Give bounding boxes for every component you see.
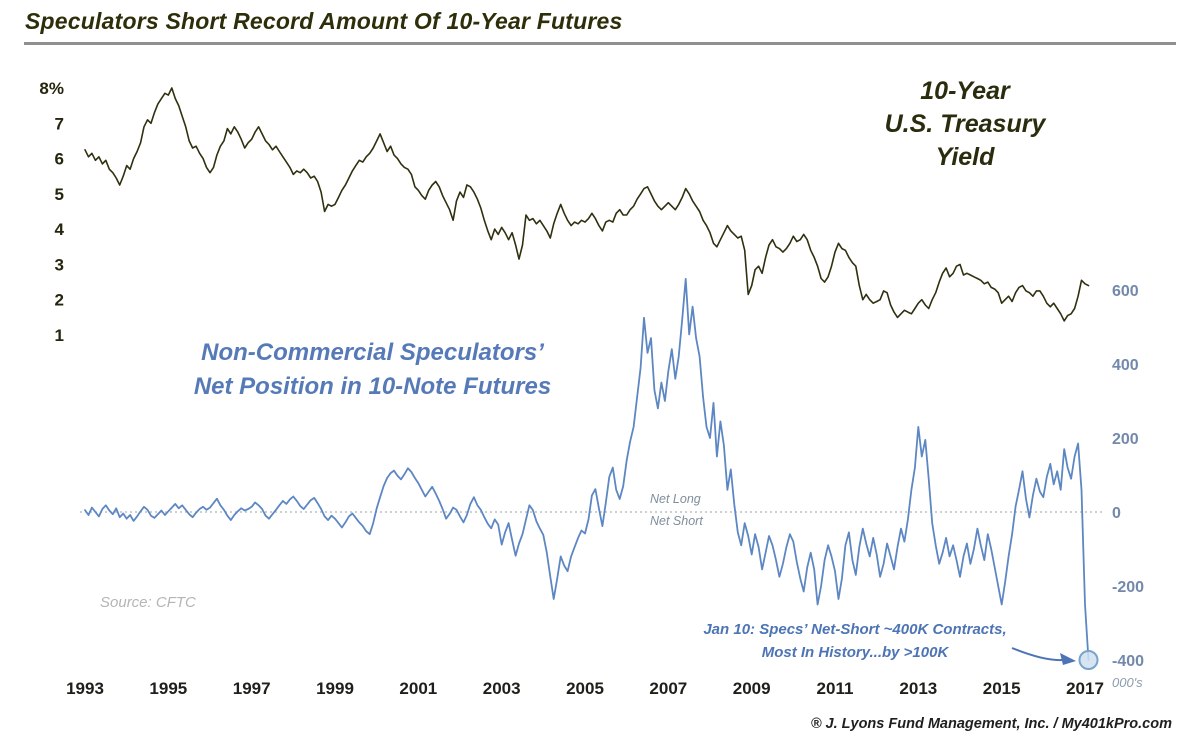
treasury-yield-line — [84, 87, 1090, 322]
x-tick-label: 2011 — [817, 679, 854, 698]
x-tick-label: 1993 — [66, 679, 104, 698]
right-tick-label: 0 — [1112, 505, 1121, 522]
net-short-label: Net Short — [650, 514, 703, 528]
right-tick-label: 200 — [1112, 431, 1139, 448]
left-tick-label: 1 — [55, 326, 64, 345]
x-tick-label: 1995 — [149, 679, 187, 698]
left-tick-label: 6 — [55, 150, 64, 169]
x-tick-label: 2005 — [566, 679, 604, 698]
left-tick-label: 2 — [55, 291, 64, 310]
title-divider — [24, 42, 1176, 45]
x-tick-label: 2007 — [649, 679, 687, 698]
left-tick-label: 3 — [55, 255, 64, 274]
x-tick-label: 1997 — [233, 679, 271, 698]
x-tick-label: 1999 — [316, 679, 354, 698]
source-label: Source: CFTC — [100, 594, 196, 611]
x-tick-label: 2015 — [983, 679, 1021, 698]
right-tick-label: 600 — [1112, 283, 1139, 300]
callout-arrow — [1011, 647, 1063, 662]
right-tick-label: -200 — [1112, 579, 1144, 596]
left-tick-label: 4 — [55, 220, 65, 239]
footer-credit: ® J. Lyons Fund Management, Inc. / My401… — [810, 716, 1172, 732]
x-tick-label: 2003 — [483, 679, 521, 698]
net-long-label: Net Long — [650, 492, 701, 506]
callout-arrowhead-icon — [1060, 653, 1076, 665]
right-tick-label: -400 — [1112, 653, 1144, 670]
net-position-line — [84, 277, 1090, 661]
x-tick-label: 2009 — [733, 679, 771, 698]
left-tick-label: 7 — [55, 114, 64, 133]
x-tick-label: 2017 — [1066, 679, 1104, 698]
net-position-label: Non-Commercial Speculators’ Net Position… — [193, 339, 552, 400]
record-short-callout: Jan 10: Specs’ Net-Short ~400K Contracts… — [703, 621, 1007, 662]
record-low-marker — [1078, 650, 1099, 670]
yield-series-label: 10-Year U.S. Treasury Yield — [884, 77, 1046, 171]
units-label: 000's — [1112, 675, 1143, 690]
page-title: Speculators Short Record Amount Of 10-Ye… — [25, 8, 623, 34]
x-tick-label: 2001 — [399, 679, 437, 698]
x-tick-label: 2013 — [899, 679, 937, 698]
right-tick-label: 400 — [1112, 357, 1139, 374]
left-tick-label: 5 — [55, 185, 64, 204]
left-tick-label: 8% — [39, 79, 64, 98]
